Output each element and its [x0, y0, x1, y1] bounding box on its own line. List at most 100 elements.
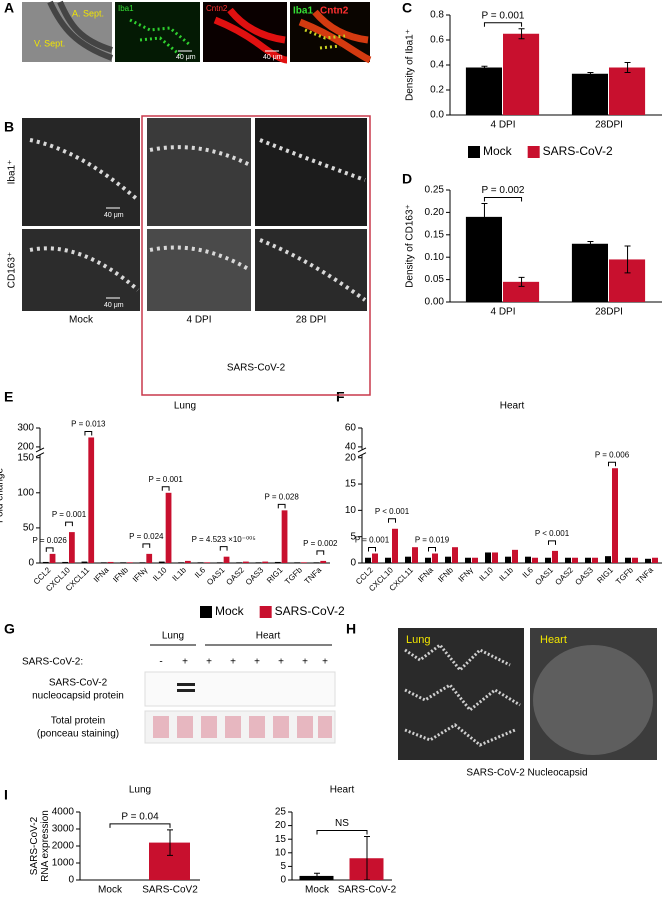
group-box	[141, 115, 371, 396]
significance-bracket	[316, 550, 325, 555]
bar	[81, 561, 88, 563]
x-tick-label: Mock	[98, 885, 123, 896]
bar	[445, 556, 451, 563]
panel-letter: H	[346, 621, 356, 637]
bar	[42, 561, 49, 563]
legend-label: Mock	[483, 144, 513, 158]
y-tick-label: 25	[275, 807, 287, 818]
error-bar	[587, 72, 594, 76]
bar	[88, 437, 95, 563]
y-tick-label: 0	[350, 558, 356, 569]
significance-bracket	[548, 540, 556, 545]
y-tick-label: 0.15	[425, 229, 445, 240]
x-tick-label: OAS2	[224, 565, 246, 587]
bar	[452, 547, 458, 563]
significance-bracket	[368, 547, 376, 552]
significance-bracket	[84, 430, 93, 436]
channel-label: Cntn2	[320, 6, 349, 17]
bar	[571, 73, 608, 115]
bar	[632, 557, 638, 563]
x-tick-label: IL6	[521, 565, 536, 580]
significance-bracket	[608, 461, 616, 467]
blot	[144, 671, 336, 707]
chart-title: Heart	[330, 785, 355, 796]
error-bar	[587, 241, 594, 247]
significance-bracket	[483, 196, 523, 202]
signal	[298, 9, 372, 64]
row-label: Total protein	[51, 716, 105, 727]
x-tick-label: SARS-CoV2	[142, 885, 198, 896]
y-tick-label: 10	[345, 505, 357, 516]
x-tick-label: IFNb	[436, 565, 455, 584]
bar	[392, 528, 398, 563]
y-tick-label: 20	[275, 820, 287, 831]
significance-label: P = 0.028	[265, 492, 300, 501]
x-tick-label: IL10	[151, 565, 169, 583]
y-tick-label: 0.8	[430, 10, 444, 21]
bar	[49, 553, 56, 563]
y-tick-label: 15	[345, 479, 357, 490]
bar	[525, 556, 531, 563]
bar	[612, 468, 618, 563]
micrograph	[22, 229, 140, 311]
legend-swatch	[259, 606, 272, 618]
error-bar	[364, 835, 370, 881]
x-tick-label: TNFa	[634, 565, 655, 586]
bar	[107, 561, 114, 563]
tissue	[47, 0, 114, 61]
error-bar	[624, 62, 631, 73]
significance-label: P = 0.04	[121, 811, 159, 822]
signal	[304, 28, 346, 50]
micrograph	[398, 628, 524, 760]
x-tick-label: 28DPI	[595, 120, 623, 131]
micrograph	[147, 118, 251, 226]
y-tick-label: 150	[17, 452, 34, 463]
bar	[281, 510, 288, 563]
chart-title: Heart	[500, 401, 525, 412]
image-label: Heart	[540, 634, 567, 646]
y-tick-label: 0	[68, 875, 74, 886]
bar	[585, 557, 591, 563]
y-axis-label: Density of Iba1⁺	[405, 29, 416, 101]
row-label: SARS-CoV-2	[49, 678, 108, 689]
bar	[571, 243, 608, 302]
x-tick-label: RIG1	[595, 565, 615, 585]
legend-label: SARS-CoV-2	[543, 144, 613, 158]
image-label: Lung	[406, 634, 430, 646]
column-label: 28 DPI	[296, 315, 327, 326]
panel-letter: C	[402, 0, 412, 16]
bar	[605, 556, 611, 563]
bar	[255, 562, 262, 563]
x-tick-label: IFNγ	[131, 566, 149, 584]
column-label: 4 DPI	[186, 315, 211, 326]
x-tick-label: IFNb	[111, 565, 130, 584]
significance-bracket	[428, 547, 436, 552]
bar	[69, 532, 75, 563]
significance-bracket	[45, 547, 54, 552]
micrograph	[255, 229, 367, 311]
panel-letter: E	[4, 389, 13, 405]
x-tick-label: IFNa	[92, 565, 111, 584]
row-label: CD163⁺	[7, 252, 18, 288]
column-label: Mock	[69, 315, 94, 326]
bar	[485, 552, 491, 563]
x-tick-label: IFNa	[416, 565, 435, 584]
tissue-label: Heart	[256, 631, 281, 642]
panel-letter: D	[402, 171, 412, 187]
y-tick-label: 0.6	[430, 35, 444, 46]
bar	[503, 33, 540, 115]
tissue	[533, 645, 653, 755]
significance-label: P = 0.001	[52, 510, 87, 519]
band	[177, 683, 195, 686]
y-tick-label: 2000	[52, 841, 75, 852]
y-tick-label: 15	[275, 834, 287, 845]
scale-label: 40 μm	[263, 54, 283, 61]
bar	[652, 557, 658, 563]
bar	[262, 561, 269, 563]
error-bar	[518, 276, 525, 287]
lane-sign: +	[182, 657, 188, 668]
legend-swatch	[200, 606, 212, 618]
micrograph	[255, 118, 367, 226]
y-tick-label: 200	[17, 442, 34, 453]
y-axis	[357, 428, 367, 563]
